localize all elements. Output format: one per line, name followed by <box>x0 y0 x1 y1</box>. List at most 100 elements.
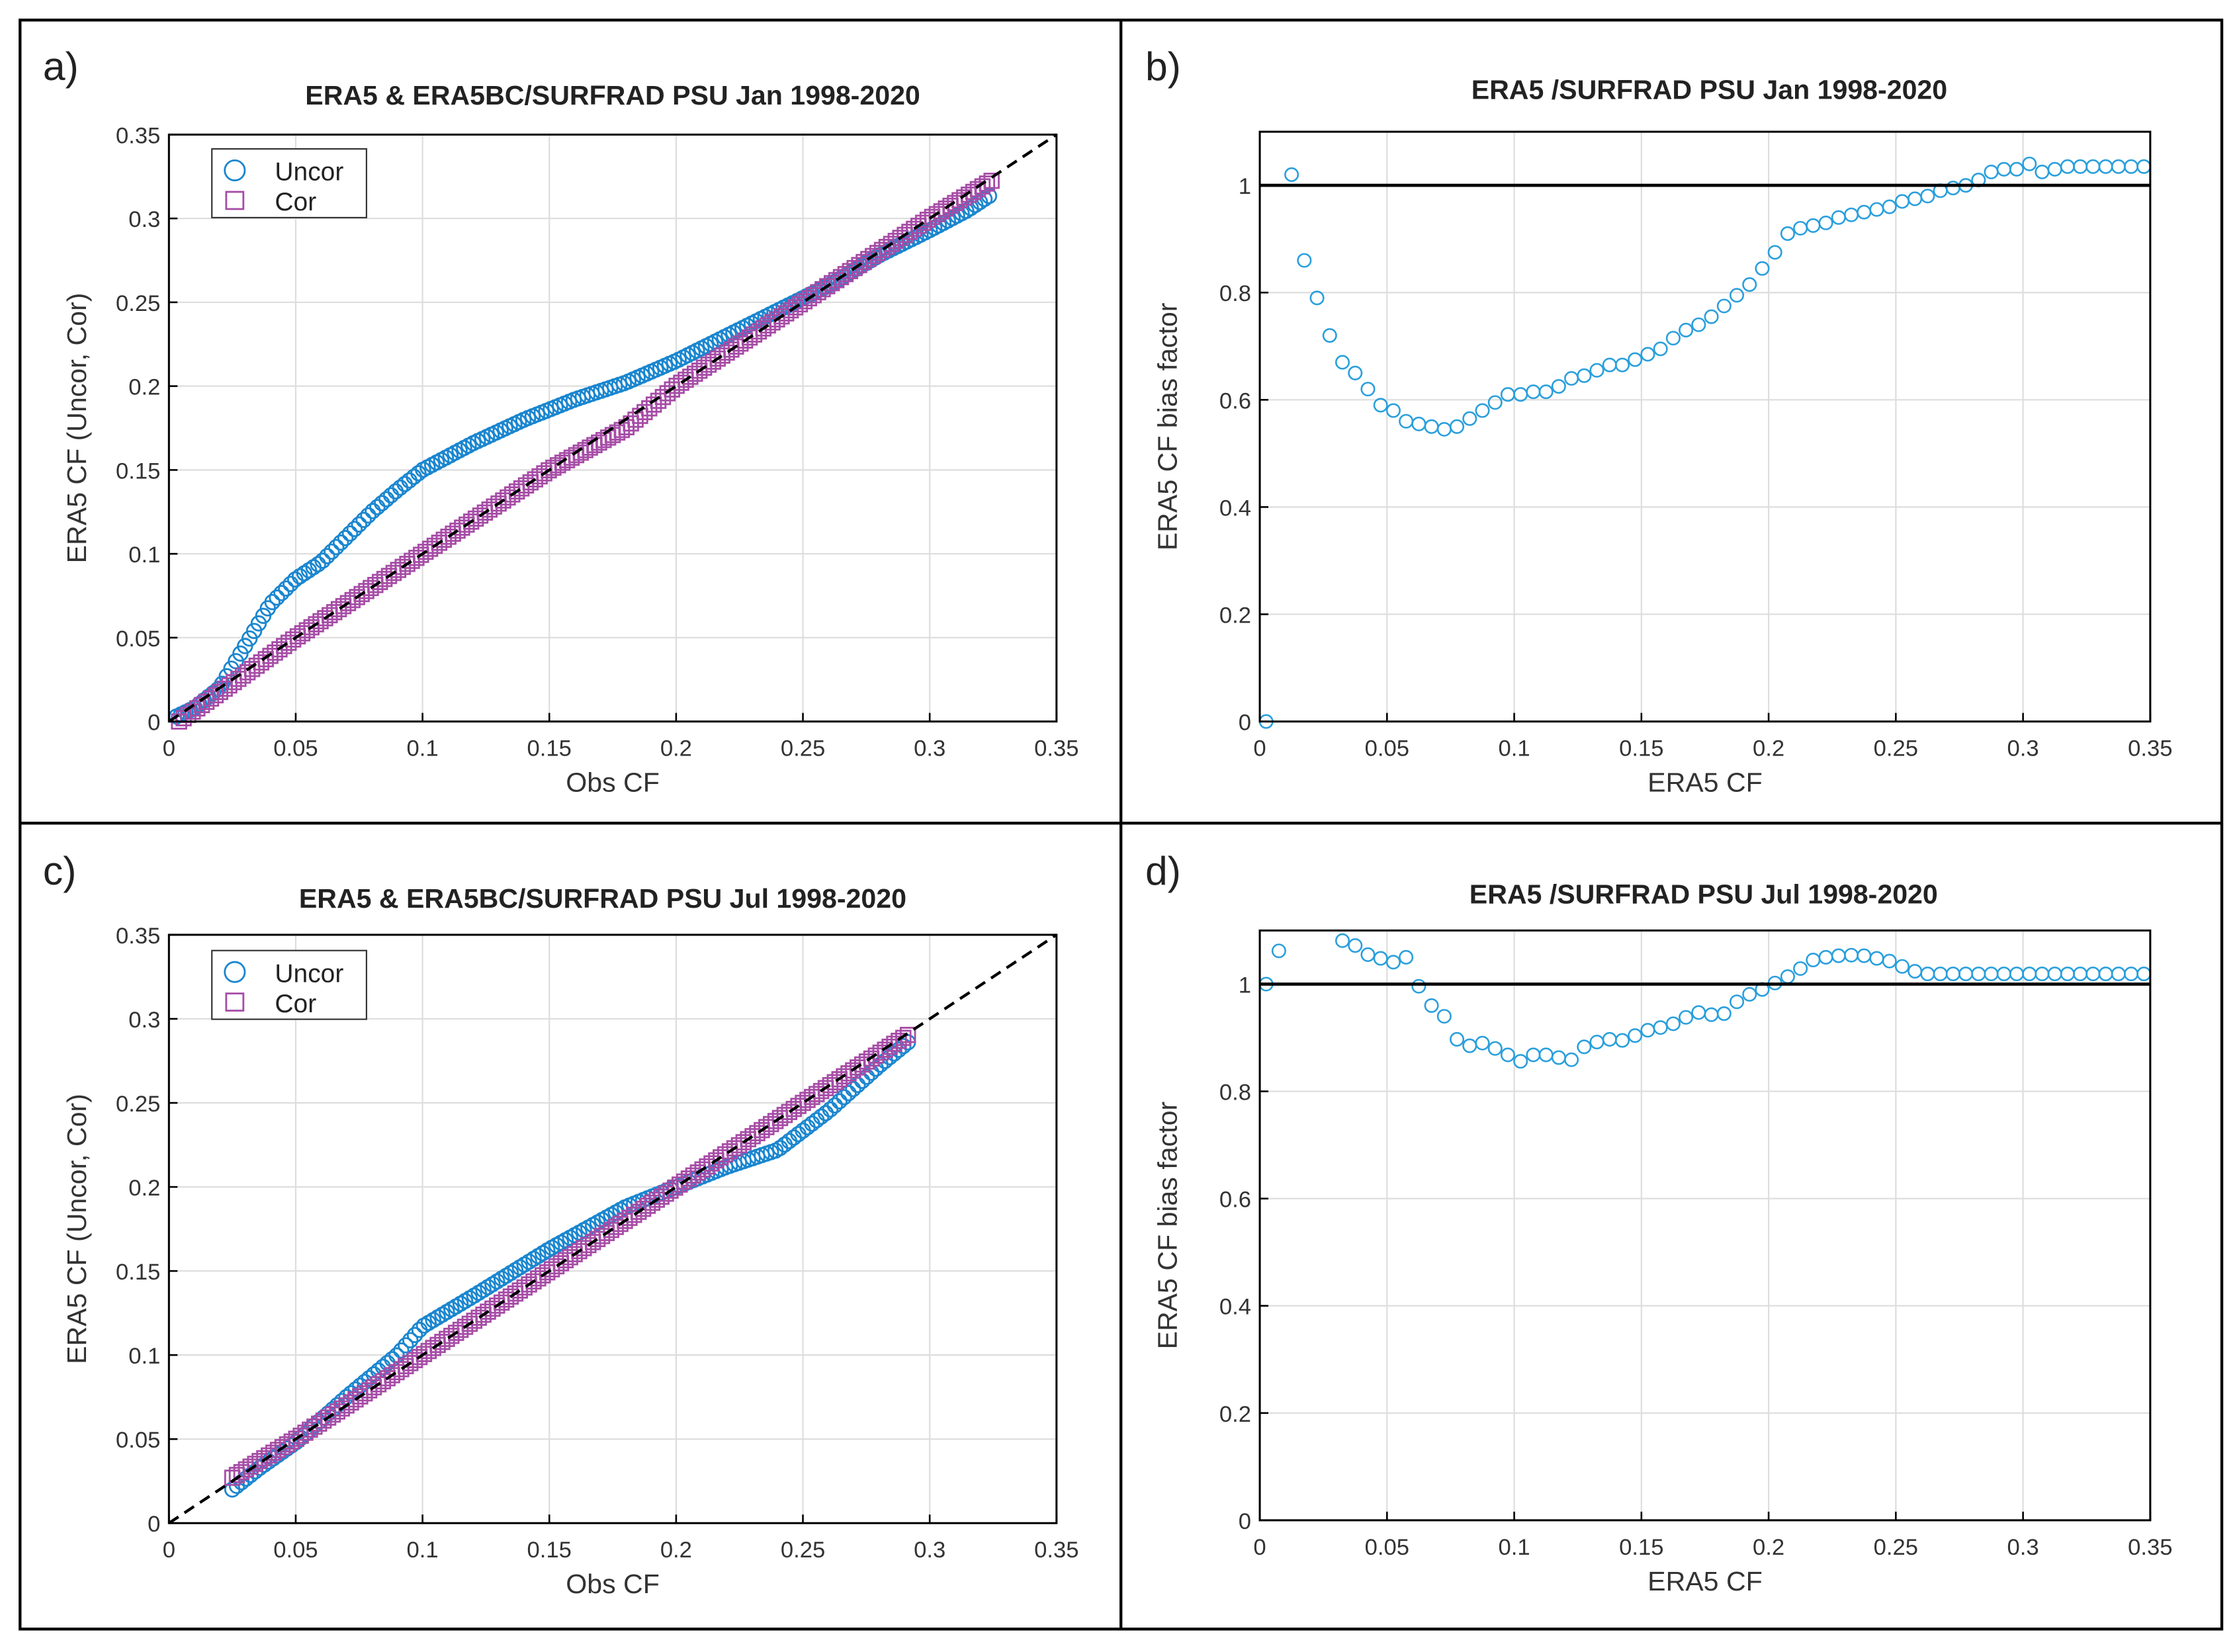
x-tick-label: 0.15 <box>527 1538 572 1563</box>
cor-point <box>370 1376 387 1393</box>
cor-point <box>511 1282 529 1299</box>
cor-point <box>758 1119 775 1135</box>
bias-point <box>1348 365 1363 380</box>
x-tick-label: 0.25 <box>781 736 825 761</box>
cor-point <box>804 1088 820 1106</box>
uncor-point <box>369 499 386 515</box>
cor-point <box>393 1361 410 1377</box>
x-tick-label: 0.1 <box>407 736 439 761</box>
cor-point <box>385 564 402 582</box>
bias-point <box>2022 156 2037 171</box>
cor-point <box>461 1315 478 1332</box>
cor-point <box>735 1134 752 1151</box>
cor-point <box>543 1261 560 1278</box>
cor-point <box>867 1047 885 1064</box>
cor-point <box>851 257 867 273</box>
cor-point <box>795 1094 811 1111</box>
cor-point <box>639 1197 656 1214</box>
cor-point <box>571 1242 588 1260</box>
cor-point <box>741 329 758 346</box>
uncor-point <box>355 511 372 529</box>
axes-box <box>167 934 1058 1524</box>
cor-point <box>535 1267 551 1283</box>
cor-point <box>728 338 744 355</box>
cor-point <box>344 591 361 609</box>
bias-point <box>1513 1054 1528 1069</box>
cor-point <box>322 607 338 624</box>
bias-point <box>1679 322 1694 337</box>
cor-point <box>703 1155 720 1172</box>
cor-point <box>782 302 799 319</box>
cor-point <box>539 1264 556 1281</box>
cor-point <box>498 1291 515 1308</box>
bias-point <box>1729 994 1745 1010</box>
cor-point <box>658 1185 674 1202</box>
cor-point <box>808 1086 825 1102</box>
cor-point <box>454 519 470 536</box>
uncor-point <box>324 543 340 560</box>
y-axis-label: ERA5 CF (Uncor, Cor) <box>62 1094 92 1364</box>
cor-point <box>691 363 708 379</box>
cor-point <box>846 259 863 277</box>
cor-point <box>247 1456 263 1472</box>
cor-point <box>449 522 466 539</box>
bias-point <box>1500 1047 1515 1063</box>
cor-point <box>709 350 726 367</box>
cor-point <box>303 619 320 636</box>
cor-point <box>279 1436 296 1453</box>
uncor-point <box>845 1080 861 1098</box>
cor-point <box>367 577 384 593</box>
cor-point <box>787 299 804 316</box>
cor-point <box>719 344 735 361</box>
cor-point <box>791 296 809 313</box>
uncor-point <box>332 534 349 551</box>
cor-point <box>672 1176 688 1193</box>
cor-point <box>562 1249 578 1266</box>
cor-point <box>785 1100 802 1117</box>
cor-point <box>261 1447 277 1464</box>
cor-point <box>617 1213 633 1229</box>
cor-point <box>845 1062 861 1079</box>
cor-point <box>439 1330 455 1347</box>
y-tick-label: 1 <box>1239 174 1251 199</box>
panel-d: d) ERA5 /SURFRAD PSU Jul 1998-2020 0 0.05 0.… <box>1145 848 2173 1596</box>
cor-point <box>507 1285 524 1302</box>
cor-point <box>886 1035 902 1052</box>
cor-point <box>887 232 904 249</box>
cor-point <box>814 281 831 298</box>
cor-point <box>329 1403 346 1420</box>
panel-label: a) <box>43 44 79 89</box>
cor-point <box>928 206 945 222</box>
cor-point <box>755 320 771 337</box>
cor-point <box>352 1388 369 1405</box>
cor-point <box>445 525 461 542</box>
uncor-point <box>831 1093 848 1109</box>
uncor-point <box>836 1089 852 1106</box>
cor-point <box>486 498 502 515</box>
cor-point <box>365 1379 382 1396</box>
uncor-point <box>337 530 354 546</box>
cor-point <box>388 1364 405 1381</box>
cor-point <box>764 314 781 331</box>
cor-point <box>580 1237 597 1254</box>
bias-point <box>1271 943 1286 959</box>
cor-point <box>480 1303 496 1320</box>
cor-point <box>447 1325 464 1341</box>
cor-point <box>796 293 813 310</box>
bias-point <box>1920 189 1935 204</box>
x-tick-label: 0 <box>163 736 175 761</box>
cor-point <box>892 230 908 246</box>
cor-point <box>630 1203 647 1220</box>
bias-point <box>1475 1035 1490 1051</box>
bias-point <box>1691 317 1706 332</box>
uncor-point <box>360 507 376 524</box>
cor-point <box>228 1467 245 1483</box>
cor-point <box>776 1107 793 1123</box>
plot-area <box>1260 930 2150 1520</box>
cor-point <box>850 1059 866 1076</box>
bias-point <box>1385 955 1401 970</box>
cor-point <box>467 510 484 527</box>
bias-point <box>1475 403 1490 418</box>
axes-box <box>167 133 1058 723</box>
cor-point <box>459 516 475 533</box>
